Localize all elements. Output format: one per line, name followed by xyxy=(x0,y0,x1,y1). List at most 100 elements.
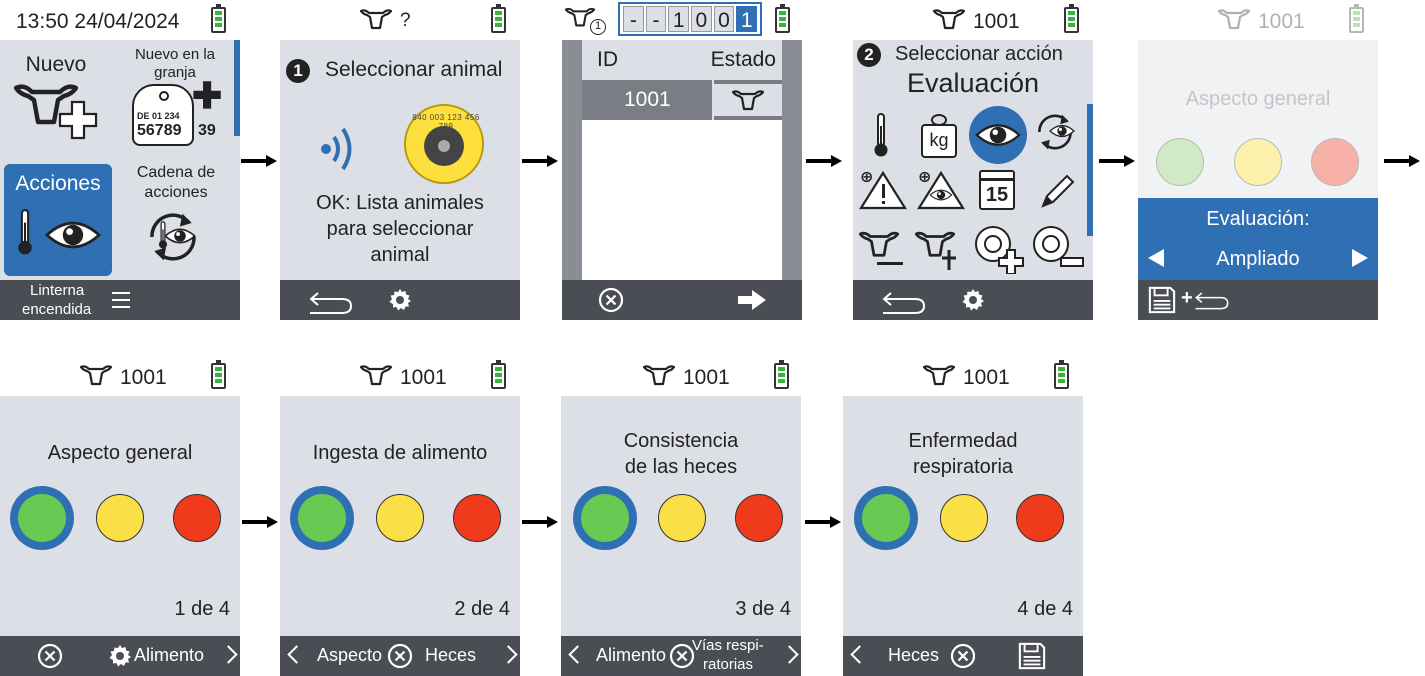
thermometer-icon[interactable] xyxy=(873,112,889,158)
rating-bad-option[interactable] xyxy=(453,494,501,542)
rating-bad-option[interactable] xyxy=(1016,494,1064,542)
hint-line-2: para seleccionar xyxy=(326,218,474,240)
column-header-id: ID xyxy=(597,48,618,71)
prev-label[interactable]: Aspecto xyxy=(317,645,383,665)
eye-action-selected[interactable] xyxy=(969,106,1027,164)
svg-text:⊕: ⊕ xyxy=(860,168,873,186)
rating-bad-option[interactable] xyxy=(735,494,783,542)
prev-chevron-icon[interactable] xyxy=(568,645,587,664)
cancel-icon[interactable] xyxy=(598,287,624,313)
thermometer-icon xyxy=(17,208,33,256)
warning-eye-icon[interactable]: ⊕ xyxy=(915,168,967,212)
animal-id: 1001 xyxy=(973,10,1020,33)
back-icon[interactable] xyxy=(881,288,927,316)
footer-bar: + xyxy=(1138,280,1378,320)
save-icon[interactable] xyxy=(1017,642,1047,670)
row-animal-id: 1001 xyxy=(624,88,671,111)
cow-dead-icon[interactable] xyxy=(913,228,963,272)
screen-rating-heces: 1001 Consistencia de las heces 3 de 4 Al… xyxy=(561,356,801,676)
flow-arrow xyxy=(242,516,278,528)
rating-panel: Consistencia de las heces 3 de 4 xyxy=(561,396,801,636)
next-label[interactable]: Alimento xyxy=(134,645,205,665)
rfid-icon xyxy=(321,127,352,171)
rating-good-selected[interactable] xyxy=(573,486,637,550)
weight-icon[interactable]: kg xyxy=(919,114,959,158)
digit[interactable]: - xyxy=(645,6,667,32)
tag-add-icon[interactable] xyxy=(971,224,1027,274)
digit[interactable]: 0 xyxy=(691,6,712,32)
settings-icon[interactable] xyxy=(961,288,985,312)
digit-active[interactable]: 1 xyxy=(736,6,758,32)
table-row[interactable]: 1001 xyxy=(582,80,782,120)
assessment-label: Aspecto general xyxy=(47,442,193,464)
next-chevron-icon[interactable] xyxy=(499,645,518,664)
linterna-label-1[interactable]: Linterna xyxy=(30,282,85,299)
menu-item-nuevo-granja-label-1: Nuevo en la xyxy=(134,46,216,63)
calendar-icon[interactable]: 15 xyxy=(979,170,1015,210)
evaluation-selector[interactable]: Evaluación: Ampliado xyxy=(1138,198,1378,280)
prev-chevron-icon[interactable] xyxy=(850,645,869,664)
warning-add-icon[interactable]: ⊕ xyxy=(857,168,909,212)
rating-bad-option[interactable] xyxy=(173,494,221,542)
status-bar: 13:50 24/04/2024 xyxy=(0,0,240,40)
rating-good-selected[interactable] xyxy=(854,486,918,550)
rating-good-selected[interactable] xyxy=(10,486,74,550)
flow-arrow xyxy=(1099,155,1135,167)
rating-good-option xyxy=(1156,138,1204,186)
cycle-eye-icon[interactable] xyxy=(1029,106,1081,158)
digit[interactable]: - xyxy=(623,6,644,32)
rating-good-selected[interactable] xyxy=(290,486,354,550)
settings-icon[interactable] xyxy=(108,644,132,668)
screen-select-animal: ? 1 Seleccionar animal 840 003 123 456 7… xyxy=(280,0,520,320)
settings-icon[interactable] xyxy=(388,288,412,312)
linterna-label-2[interactable]: encendida xyxy=(22,301,92,318)
pencil-icon[interactable] xyxy=(1037,172,1077,212)
prev-chevron-icon[interactable] xyxy=(287,645,306,664)
battery-icon xyxy=(775,4,790,33)
screen-evaluation-type: 1001 Aspecto general Evaluación: Ampliad… xyxy=(1138,0,1378,320)
rating-medium-option[interactable] xyxy=(376,494,424,542)
cow-remove-icon[interactable] xyxy=(857,228,907,272)
rating-medium-option[interactable] xyxy=(96,494,144,542)
menu-item-nuevo[interactable]: Nuevo xyxy=(6,46,106,146)
save-icon[interactable] xyxy=(1148,286,1176,314)
menu-item-cadena[interactable]: Cadena de acciones xyxy=(124,164,228,276)
rating-medium-option[interactable] xyxy=(658,494,706,542)
menu-item-acciones[interactable]: Acciones xyxy=(4,164,112,276)
next-label-line-2[interactable]: ratorias xyxy=(703,656,754,673)
prev-label[interactable]: Heces xyxy=(888,645,940,665)
next-label[interactable]: Heces xyxy=(425,645,477,665)
cancel-icon[interactable] xyxy=(950,643,976,669)
screen-main-menu: 13:50 24/04/2024 Nuevo Nuevo en la granj… xyxy=(0,0,240,320)
prev-option-icon[interactable] xyxy=(1148,249,1164,267)
button-tag-icon: 840 003 123 456 789 xyxy=(404,104,484,184)
digit[interactable]: 0 xyxy=(713,6,735,32)
battery-icon xyxy=(774,360,789,389)
menu-icon[interactable] xyxy=(112,292,130,308)
prev-label[interactable]: Alimento xyxy=(596,645,667,665)
back-icon[interactable] xyxy=(1194,286,1230,314)
column-header-estado: Estado xyxy=(710,48,776,71)
next-chevron-icon[interactable] xyxy=(219,645,238,664)
next-option-icon[interactable] xyxy=(1352,249,1368,267)
tag-remove-icon[interactable] xyxy=(1029,224,1087,274)
cycle-eye-icon xyxy=(150,211,196,263)
status-bar: 1001 xyxy=(1138,0,1378,40)
cancel-icon[interactable] xyxy=(387,643,413,669)
back-icon[interactable] xyxy=(308,288,354,316)
assessment-label-line-1: Enfermedad xyxy=(908,430,1018,452)
rating-medium-option[interactable] xyxy=(940,494,988,542)
digit[interactable]: 1 xyxy=(668,6,690,32)
id-input-field[interactable]: - - 1 0 0 1 xyxy=(618,2,762,36)
scrollbar[interactable] xyxy=(1087,104,1093,236)
evaluation-option-value: Ampliado xyxy=(1216,248,1300,270)
next-chevron-icon[interactable] xyxy=(780,645,799,664)
battery-icon xyxy=(211,360,226,389)
cow-icon xyxy=(360,9,392,30)
forward-arrow-icon[interactable] xyxy=(738,290,766,310)
next-label-line-1[interactable]: Vías respi- xyxy=(692,637,764,654)
menu-item-nuevo-granja[interactable]: Nuevo en la granja DE 01 234 56789 39 ✚ xyxy=(120,42,230,150)
cancel-icon[interactable] xyxy=(37,643,63,669)
scrollbar[interactable] xyxy=(234,40,240,136)
status-bar: 1001 xyxy=(280,356,520,396)
